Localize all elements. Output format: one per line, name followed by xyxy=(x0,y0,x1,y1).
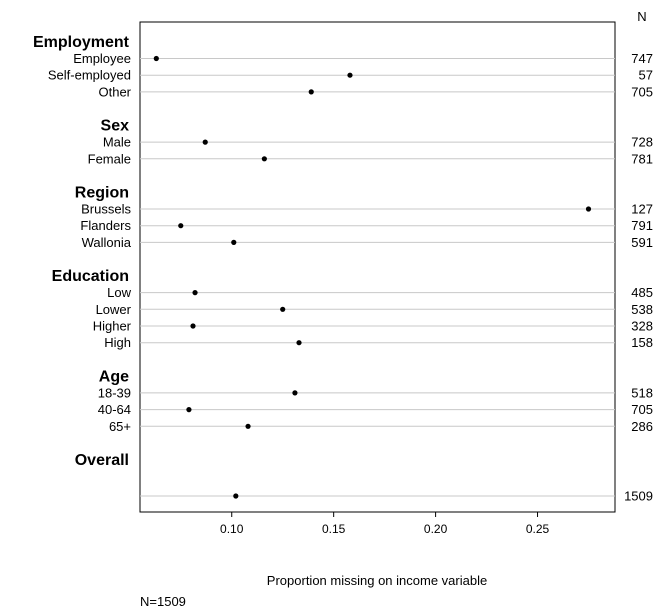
data-point-18-39 xyxy=(292,390,298,396)
data-point-female xyxy=(261,156,267,162)
data-point-high xyxy=(296,340,302,346)
plot-frame xyxy=(139,21,616,513)
row-label-brussels: Brussels xyxy=(81,202,131,217)
x-tick-label: 0.15 xyxy=(322,522,346,536)
n-value-self-employed: 57 xyxy=(639,68,653,83)
n-value-higher: 328 xyxy=(631,319,653,334)
n-value-employee: 747 xyxy=(631,51,653,66)
data-point-65 xyxy=(245,423,251,429)
row-label-male: Male xyxy=(103,135,131,150)
data-point-male xyxy=(202,139,208,145)
row-label-other: Other xyxy=(98,84,131,99)
data-point-flanders xyxy=(178,223,184,229)
row-label-higher: Higher xyxy=(93,319,132,334)
n-value-other: 705 xyxy=(631,84,653,99)
n-column-header: N xyxy=(637,9,646,24)
row-label-flanders: Flanders xyxy=(80,218,131,233)
data-point-self-employed xyxy=(347,72,353,78)
data-point-40-64 xyxy=(186,407,192,413)
row-label-65: 65+ xyxy=(109,419,131,434)
row-label-40-64: 40-64 xyxy=(98,402,131,417)
n-value-lower: 538 xyxy=(631,302,653,317)
data-point-wallonia xyxy=(231,239,237,245)
row-label-self-employed: Self-employed xyxy=(48,68,131,83)
group-label-region: Region xyxy=(75,185,129,202)
row-label-wallonia: Wallonia xyxy=(82,235,132,250)
n-value-male: 728 xyxy=(631,135,653,150)
n-value-brussels: 127 xyxy=(631,202,653,217)
data-point-employee xyxy=(153,55,159,62)
data-point-overall xyxy=(233,493,239,499)
n-value-high: 158 xyxy=(631,335,653,350)
data-point-higher xyxy=(190,323,196,329)
group-label-overall: Overall xyxy=(75,452,129,469)
data-point-lower xyxy=(280,306,286,312)
group-label-age: Age xyxy=(99,368,129,385)
row-label-employee: Employee xyxy=(73,51,131,66)
x-tick-label: 0.20 xyxy=(424,522,448,536)
data-point-brussels xyxy=(585,206,592,212)
n-labels: 7475770572878112779159148553832815851870… xyxy=(624,51,653,504)
row-label-18-39: 18-39 xyxy=(98,385,131,400)
n-value-low: 485 xyxy=(631,285,653,300)
n-value-40-64: 705 xyxy=(631,402,653,417)
n-value-flanders: 791 xyxy=(631,218,653,233)
x-tick-label: 0.10 xyxy=(220,522,244,536)
x-tick-label: 0.25 xyxy=(526,522,550,536)
group-label-education: Education xyxy=(52,268,129,285)
n-value-female: 781 xyxy=(631,151,653,166)
gridlines xyxy=(140,58,615,497)
n-value-overall: 1509 xyxy=(624,489,653,504)
data-points xyxy=(153,55,592,499)
x-axis: 0.10 0.15 0.20 0.25 xyxy=(220,512,550,536)
row-label-lower: Lower xyxy=(96,302,132,317)
group-label-sex: Sex xyxy=(101,118,130,135)
n-value-18-39: 518 xyxy=(631,385,653,400)
sample-size-note: N=1509 xyxy=(140,594,186,609)
data-point-low xyxy=(192,290,198,296)
row-label-low: Low xyxy=(107,285,131,300)
x-axis-title: Proportion missing on income variable xyxy=(267,573,487,588)
row-label-female: Female xyxy=(88,151,131,166)
data-point-other xyxy=(308,89,314,95)
n-value-65: 286 xyxy=(631,419,653,434)
row-label-high: High xyxy=(104,335,131,350)
n-value-wallonia: 591 xyxy=(631,235,653,250)
group-label-employment: Employment xyxy=(33,34,130,51)
